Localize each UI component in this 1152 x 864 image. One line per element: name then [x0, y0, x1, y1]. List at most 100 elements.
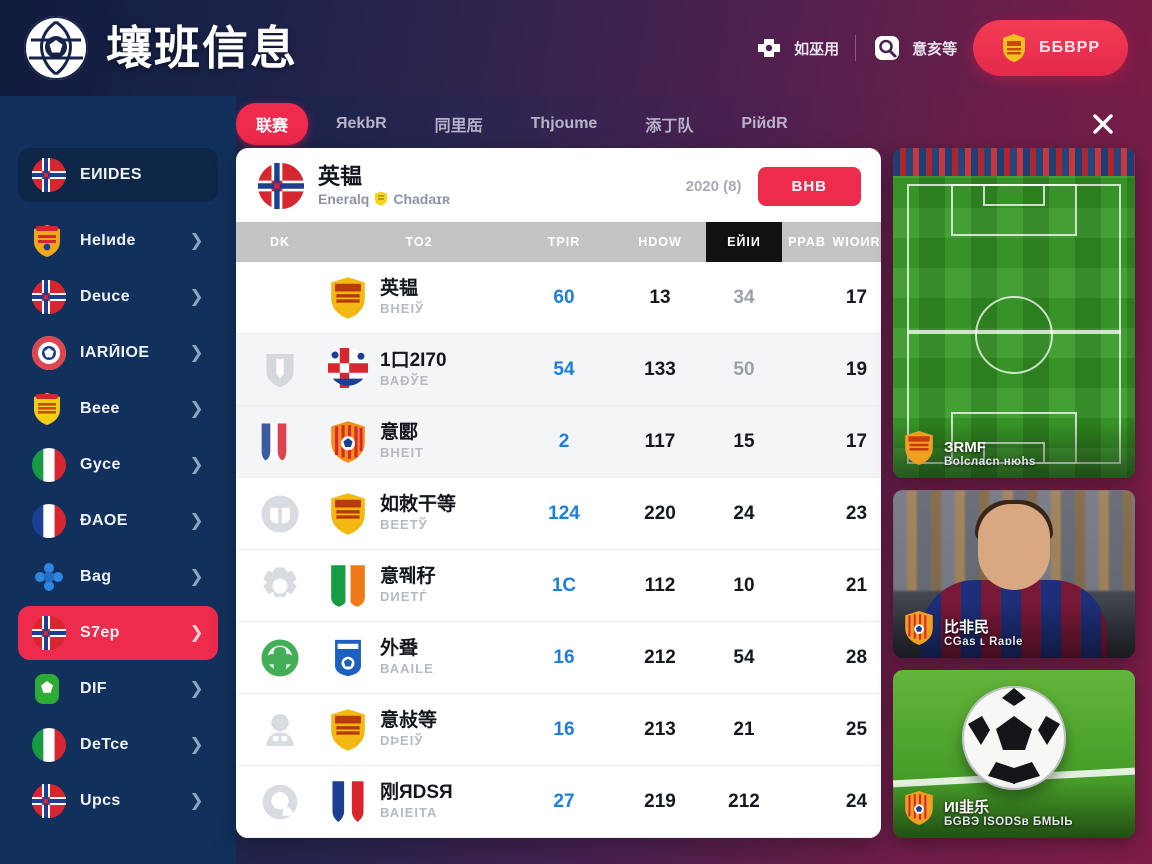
table-row[interactable]: 外䎹 ВАAILE 16 212 54 28: [236, 622, 881, 694]
italy-flag-icon: [32, 728, 66, 762]
circle-gray-icon: [259, 781, 301, 823]
sidebar-item-deuce[interactable]: Deuce ❯: [18, 270, 218, 324]
league-subtitle: Enerаlq Chadаɪʀ: [318, 191, 450, 207]
value: 212: [644, 646, 676, 668]
column-header-tpir[interactable]: TPIR: [547, 235, 581, 249]
sidebar-item-beee[interactable]: Beee ❯: [18, 382, 218, 436]
tab-league[interactable]: 联赛: [236, 103, 309, 145]
norway-flag-icon: [32, 784, 66, 818]
column-header-ehiи[interactable]: EЙIИ: [706, 222, 782, 262]
sidebar-item-s7ep[interactable]: S7ep ❯: [18, 606, 218, 660]
header-link-search[interactable]: 意亥等: [872, 33, 957, 63]
tab-tongli[interactable]: 同里厒: [434, 118, 483, 135]
cell-tpir: 54: [514, 359, 614, 381]
header-link-whistle[interactable]: 如巫用: [754, 33, 839, 63]
crest-yellow-icon: [32, 392, 66, 426]
value: 24: [845, 790, 868, 812]
chevron-right-icon: ❯: [189, 511, 204, 530]
table-row[interactable]: 意쮀秄 DИЕТЃ 1C 112 10 21: [236, 550, 881, 622]
chevron-right-icon: ❯: [189, 231, 204, 250]
column-header-team[interactable]: TO2: [405, 235, 433, 249]
sidebar-item-label: DIF: [80, 680, 107, 697]
cell-tpir: 60: [514, 287, 614, 309]
league-action-button[interactable]: ВНВ: [757, 166, 861, 206]
cell-wioиr: 23: [832, 503, 881, 525]
football-photo: [893, 670, 1135, 838]
sidebar-item-heinde[interactable]: HeIиde ❯: [18, 214, 218, 268]
rail-card-pitch[interactable]: ЗRМF Bоlcласn нюhs: [893, 148, 1135, 478]
value: 124: [548, 502, 580, 524]
rail-card-ball[interactable]: ИI韭乐 БGBЭ ISОDSв БМЬIЬ: [893, 670, 1135, 838]
table-row[interactable]: 1口2I70 ВАÐЎЕ 54 133 50 19: [236, 334, 881, 406]
rail-card-overlay: ЗRМF Bоlcласn нюhs: [893, 422, 1135, 478]
gold-shield-icon: [328, 708, 368, 752]
sidebar-item-gyce[interactable]: Gуce ❯: [18, 438, 218, 492]
rail-card-subtitle: БGBЭ ISОDSв БМЬIЬ: [944, 816, 1074, 828]
value: 112: [644, 574, 676, 596]
team-sub: DИЕТЃ: [380, 588, 428, 604]
close-icon[interactable]: [1088, 109, 1118, 139]
pitch-illustration: [893, 148, 1135, 478]
header-actions: 如巫用 意亥等 ББВPP: [754, 20, 1128, 76]
value: 60: [553, 286, 575, 308]
value: 34: [733, 286, 755, 308]
chevron-right-icon: ❯: [189, 287, 204, 306]
sidebar-item-daoe[interactable]: ÐAOE ❯: [18, 494, 218, 548]
table-row[interactable]: 英韫 ВНЕIЎ 60 13 34 17: [236, 262, 881, 334]
table-row[interactable]: 刚ЯDSЯ ВАIЕITA 27 219 212 24: [236, 766, 881, 838]
tabs-bar: 联赛 ЯekbR 同里厒 Thjoume 添丁队 РiйdR: [0, 96, 1152, 152]
blue-shield-icon: [328, 636, 368, 680]
rail-card-title: 比非民: [944, 618, 990, 636]
cell-ehiи: 54: [706, 647, 782, 669]
team-cell: 如敇干等 ВЕЕТЎ: [324, 492, 514, 536]
rail-card-texts: 比非民 СGаs ʟ Rаɒlе: [944, 619, 1023, 648]
value: 54: [553, 358, 575, 380]
value: 13: [649, 286, 671, 308]
cell-tpir: 1C: [514, 575, 614, 597]
value: 21: [733, 718, 755, 740]
value: 16: [553, 646, 575, 668]
tab-rekbr[interactable]: ЯekbR: [336, 115, 387, 132]
value: 19: [845, 358, 868, 380]
sidebar-item-detce[interactable]: DeTce ❯: [18, 718, 218, 772]
rail-card-overlay: 比非民 СGаs ʟ Rаɒlе: [893, 602, 1135, 658]
sidebar-item-entries[interactable]: EИIDES: [18, 148, 218, 202]
table-row[interactable]: 意郾 ВНЕIТ 2 117 15 17: [236, 406, 881, 478]
sidebar-item-dif[interactable]: DIF ❯: [18, 662, 218, 716]
team-name: 意쮀秄: [380, 566, 436, 588]
team-sub: ВНЕIЎ: [380, 300, 425, 316]
top-header-bar: 壤班信息 如巫用 意亥等: [0, 0, 1152, 96]
column-header-rank[interactable]: DK: [269, 235, 291, 249]
rank-cell: [236, 637, 324, 679]
column-header-wioиr[interactable]: WIOИR: [832, 235, 881, 249]
ireland-flag-icon: [328, 564, 368, 608]
column-header-hdow[interactable]: HDOW: [638, 235, 682, 249]
cell-wioиr: 28: [832, 647, 881, 669]
yellow-badge-icon: [374, 191, 388, 206]
chevron-right-icon: ❯: [189, 567, 204, 586]
team-name: 1口2I70: [380, 350, 447, 372]
value: 10: [733, 574, 755, 596]
table-header-row: DK TO2 TPIR HDOW EЙIИ PPAB WIOИR: [236, 222, 881, 262]
tab-thjoume[interactable]: Thjoume: [530, 115, 598, 132]
goal-box-top: [983, 184, 1045, 206]
cell-wioиr: 25: [832, 719, 881, 741]
table-row[interactable]: 意敊等 DÞЕIЎ 16 213 21 25: [236, 694, 881, 766]
norway-circle-icon: [328, 347, 368, 392]
column-header-ppab[interactable]: PPAB: [788, 235, 826, 249]
sidebar-item-bag[interactable]: Bag ❯: [18, 550, 218, 604]
table-row[interactable]: 如敇干等 ВЕЕТЎ 124 220 24 23: [236, 478, 881, 550]
team-name: 外䎹: [380, 638, 419, 660]
sidebar-item-iarwioe[interactable]: IARЙIOE ❯: [18, 326, 218, 380]
tab-team[interactable]: 添丁队: [645, 118, 694, 135]
rail-card-texts: ЗRМF Bоlcласn нюhs: [944, 439, 1036, 468]
rail-card-texts: ИI韭乐 БGBЭ ISОDSв БМЬIЬ: [944, 799, 1073, 828]
cta-button[interactable]: ББВPP: [973, 20, 1128, 76]
rail-card-player[interactable]: 比非民 СGаs ʟ Rаɒlе: [893, 490, 1135, 658]
tab-piidr[interactable]: РiйdR: [741, 115, 788, 132]
rail-card-title: ЗRМF: [944, 438, 986, 456]
league-titles: 英韫 Enerаlq Chadаɪʀ: [318, 165, 450, 206]
green-shield-icon: [32, 672, 66, 706]
sidebar-item-upcs[interactable]: Upcs ❯: [18, 774, 218, 828]
chevron-right-icon: ❯: [189, 455, 204, 474]
